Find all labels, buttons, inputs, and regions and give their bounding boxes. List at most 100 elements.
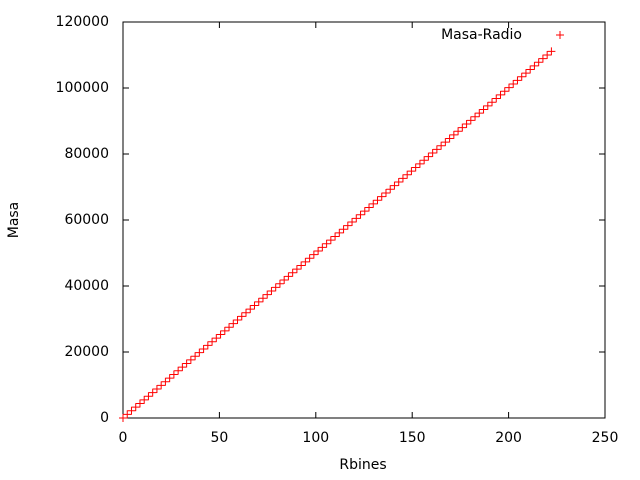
point: [547, 47, 556, 56]
y-tick-label: 80000: [64, 146, 109, 162]
point: [178, 363, 187, 372]
y-tick-label: 40000: [64, 278, 109, 294]
point: [373, 196, 382, 205]
x-tick-label: 250: [592, 430, 619, 446]
point: [458, 123, 467, 132]
point: [182, 359, 191, 368]
point: [220, 326, 229, 335]
point: [119, 414, 127, 422]
point: [335, 228, 344, 237]
point: [246, 305, 255, 314]
y-tick-label: 0: [100, 410, 109, 426]
point: [517, 72, 526, 81]
point: [432, 145, 441, 154]
point: [394, 178, 403, 187]
point: [237, 312, 246, 321]
point: [225, 323, 234, 332]
y-tick-label: 120000: [56, 14, 109, 30]
point: [135, 399, 144, 408]
x-tick-label: 0: [119, 430, 128, 446]
point: [462, 119, 471, 128]
point: [212, 334, 221, 343]
point: [445, 134, 454, 143]
point: [267, 286, 276, 295]
point: [407, 167, 416, 176]
point: [466, 116, 475, 125]
point: [216, 330, 225, 339]
point: [454, 127, 463, 136]
point: [309, 250, 318, 259]
point: [271, 283, 280, 292]
point: [479, 105, 488, 114]
y-tick-label: 60000: [64, 212, 109, 228]
point: [288, 268, 297, 277]
point: [381, 188, 390, 197]
point: [275, 279, 284, 288]
point: [250, 301, 259, 310]
point: [365, 203, 374, 212]
point: [348, 217, 357, 226]
point: [500, 87, 509, 96]
point: [233, 315, 242, 324]
point: [191, 352, 200, 361]
point: [534, 58, 543, 67]
point: [492, 94, 501, 103]
point: [144, 392, 153, 401]
point: [526, 65, 535, 74]
point: [148, 388, 157, 397]
point: [437, 141, 446, 150]
point: [356, 210, 365, 219]
x-tick-label: 50: [210, 430, 228, 446]
point: [280, 276, 289, 285]
point: [509, 80, 518, 89]
point: [339, 225, 348, 234]
point: [203, 341, 212, 350]
point: [326, 236, 335, 245]
point: [449, 130, 458, 139]
point: [322, 239, 331, 248]
point: [169, 370, 178, 379]
point: [263, 290, 272, 299]
y-tick-label: 20000: [64, 344, 109, 360]
point: [161, 377, 170, 386]
point: [131, 403, 140, 412]
point: [415, 159, 424, 168]
point: [471, 112, 480, 121]
point: [386, 185, 395, 194]
legend-marker: [556, 31, 564, 39]
point: [398, 174, 407, 183]
point: [297, 261, 306, 270]
point: [292, 265, 301, 274]
point: [504, 83, 513, 92]
point: [254, 297, 263, 306]
point: [157, 381, 166, 390]
y-axis-label: Masa: [6, 202, 22, 239]
point: [420, 156, 429, 165]
point: [530, 61, 539, 70]
point: [195, 348, 204, 357]
x-axis-label: Rbines: [339, 457, 386, 473]
point: [496, 90, 505, 99]
legend-label: Masa-Radio: [441, 27, 522, 43]
x-tick-label: 200: [495, 430, 522, 446]
point: [403, 170, 412, 179]
point: [390, 181, 399, 190]
point: [152, 384, 161, 393]
point: [318, 243, 327, 252]
point: [377, 192, 386, 201]
point: [174, 366, 183, 375]
point: [301, 257, 310, 266]
point: [483, 101, 492, 110]
point: [229, 319, 238, 328]
point: [521, 69, 530, 78]
point: [441, 138, 450, 147]
point: [343, 221, 352, 230]
point: [360, 207, 369, 216]
point: [424, 152, 433, 161]
point: [208, 337, 217, 346]
point: [140, 395, 149, 404]
point: [127, 406, 136, 415]
point: [258, 294, 267, 303]
point: [369, 199, 378, 208]
